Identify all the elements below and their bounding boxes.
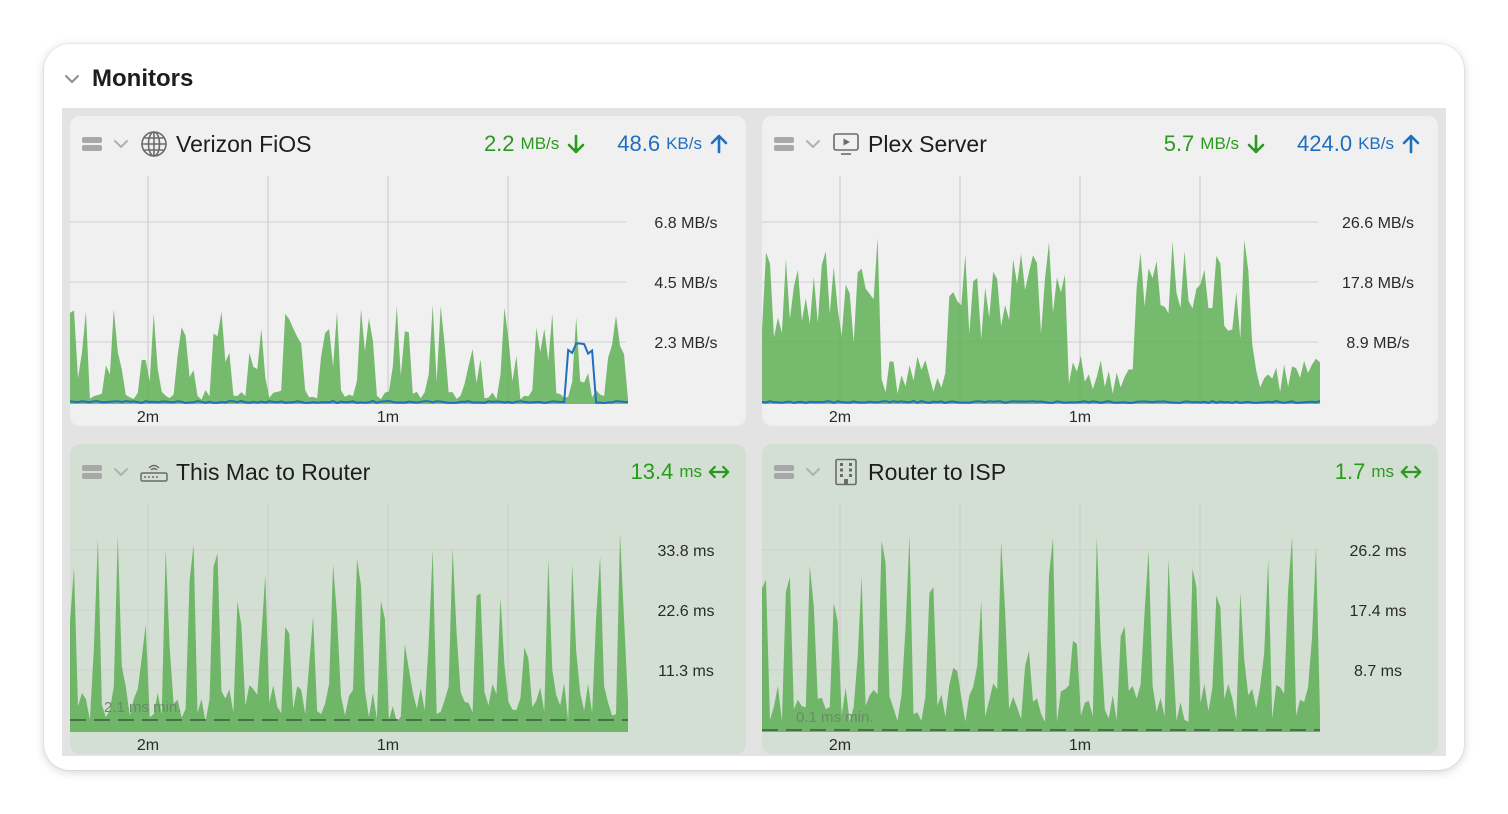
y-axis-label: 33.8 ms	[658, 543, 715, 560]
drag-handle-icon[interactable]	[774, 136, 794, 152]
x-axis-label: 2m	[137, 737, 159, 754]
upload-unit: KB/s	[1358, 134, 1394, 153]
upload-value: 48.6	[617, 131, 661, 156]
drag-handle-icon[interactable]	[82, 464, 102, 480]
latency-unit: ms	[679, 462, 702, 481]
download-unit: MB/s	[1200, 134, 1240, 153]
monitor-panel-verizon-fios[interactable]: 6.8 MB/s 4.5 MB/s 2.3 MB/s 2m 1m Verizon FiO…	[70, 116, 746, 426]
upload-rate: 48.6 KB/s	[617, 131, 730, 157]
monitor-stats: 1.7 ms	[1335, 459, 1422, 485]
arrow-left-right-icon	[1400, 465, 1422, 479]
upload-series	[762, 399, 1321, 404]
monitor-title: Router to ISP	[868, 458, 1007, 485]
monitor-header: This Mac to Router 13.4 ms	[82, 456, 730, 488]
y-axis-label: 11.3 ms	[658, 663, 714, 680]
upload-series	[70, 342, 629, 405]
upload-rate: 424.0 KB/s	[1297, 131, 1422, 157]
area-series	[762, 535, 1320, 732]
y-axis-label: 22.6 ms	[658, 603, 715, 620]
area-series	[762, 237, 1320, 404]
monitor-header: Plex Server 5.7 MB/s 424.0 KB/s	[774, 128, 1422, 160]
monitor-panel-router-to-isp[interactable]: 26.2 ms 17.4 ms 8.7 ms 0.1 ms min. 2m 1m Rout…	[762, 444, 1438, 754]
monitor-stats: 13.4 ms	[631, 459, 731, 485]
arrow-up-icon	[1402, 134, 1420, 154]
drag-handle-icon[interactable]	[774, 464, 794, 480]
chevron-down-icon[interactable]	[112, 135, 130, 153]
drag-handle-icon[interactable]	[82, 136, 102, 152]
area-series	[70, 305, 628, 404]
building-icon	[835, 458, 857, 486]
monitor-panel-plex-server[interactable]: 26.6 MB/s 17.8 MB/s 8.9 MB/s 2m 1m Plex Serv…	[762, 116, 1438, 426]
arrow-up-icon	[710, 134, 728, 154]
latency-unit: ms	[1371, 462, 1394, 481]
download-unit: MB/s	[520, 134, 560, 153]
monitor-chart: 26.6 MB/s 17.8 MB/s 8.9 MB/s 2m 1m	[762, 176, 1414, 426]
monitor-stats: 5.7 MB/s 424.0 KB/s	[1164, 131, 1422, 157]
monitor-chart: 6.8 MB/s 4.5 MB/s 2.3 MB/s 2m 1m	[70, 176, 718, 426]
y-axis-label: 17.4 ms	[1350, 603, 1407, 620]
min-label: 2.1 ms min.	[104, 699, 182, 716]
y-axis-label: 26.6 MB/s	[1342, 215, 1414, 232]
monitor-header: Router to ISP 1.7 ms	[774, 456, 1422, 488]
download-rate: 2.2 MB/s	[484, 131, 587, 157]
monitor-stats: 2.2 MB/s 48.6 KB/s	[484, 131, 730, 157]
latency-number: 13.4	[630, 459, 674, 484]
download-value: 5.7	[1163, 131, 1195, 156]
monitor-header: Verizon FiOS 2.2 MB/s 48.6 KB/s	[82, 128, 730, 160]
latency-value: 13.4 ms	[631, 459, 731, 485]
y-axis-label: 4.5 MB/s	[654, 275, 717, 292]
monitor-title: Plex Server	[868, 130, 987, 157]
arrow-down-icon	[1247, 134, 1265, 154]
arrow-left-right-icon	[708, 465, 730, 479]
x-axis-label: 2m	[829, 737, 851, 754]
y-axis-label: 8.7 ms	[1354, 663, 1402, 680]
x-axis-label: 2m	[829, 409, 851, 426]
monitor-chart: 33.8 ms 22.6 ms 11.3 ms 2.1 ms min. 2m 1m	[70, 504, 715, 754]
x-axis-label: 2m	[137, 409, 159, 426]
monitor-title: Verizon FiOS	[176, 130, 312, 157]
chevron-down-icon[interactable]	[112, 463, 130, 481]
y-axis-label: 2.3 MB/s	[654, 335, 717, 352]
latency-value: 1.7 ms	[1335, 459, 1422, 485]
section-header[interactable]: Monitors	[62, 64, 193, 94]
x-axis-label: 1m	[1069, 409, 1091, 426]
section-title: Monitors	[92, 65, 194, 92]
router-icon	[140, 464, 168, 482]
monitor-panel-mac-to-router[interactable]: 33.8 ms 22.6 ms 11.3 ms 2.1 ms min. 2m 1m Thi…	[70, 444, 746, 754]
min-label: 0.1 ms min.	[796, 709, 874, 726]
y-axis-label: 8.9 MB/s	[1346, 335, 1409, 352]
latency-number: 1.7	[1334, 459, 1366, 484]
x-axis-label: 1m	[377, 409, 399, 426]
area-series	[70, 533, 628, 732]
monitor-chart: 26.2 ms 17.4 ms 8.7 ms 0.1 ms min. 2m 1m	[762, 504, 1407, 754]
y-axis-label: 17.8 MB/s	[1342, 275, 1414, 292]
download-value: 2.2	[483, 131, 515, 156]
chevron-down-icon[interactable]	[804, 463, 822, 481]
x-axis-label: 1m	[377, 737, 399, 754]
y-axis-label: 6.8 MB/s	[654, 215, 717, 232]
display-play-icon	[833, 133, 859, 155]
chevron-down-icon[interactable]	[804, 135, 822, 153]
y-axis-label: 26.2 ms	[1350, 543, 1407, 560]
arrow-down-icon	[567, 134, 585, 154]
monitor-title: This Mac to Router	[176, 458, 371, 485]
chevron-down-icon[interactable]	[62, 69, 82, 89]
x-axis-label: 1m	[1069, 737, 1091, 754]
download-rate: 5.7 MB/s	[1164, 131, 1267, 157]
upload-value: 424.0	[1297, 131, 1353, 156]
monitors-window: Monitors 6.8 MB/s 4.5 MB/s 2.3 MB/s 2m 1m Ve…	[44, 44, 1464, 770]
globe-icon	[141, 131, 167, 157]
upload-unit: KB/s	[666, 134, 702, 153]
